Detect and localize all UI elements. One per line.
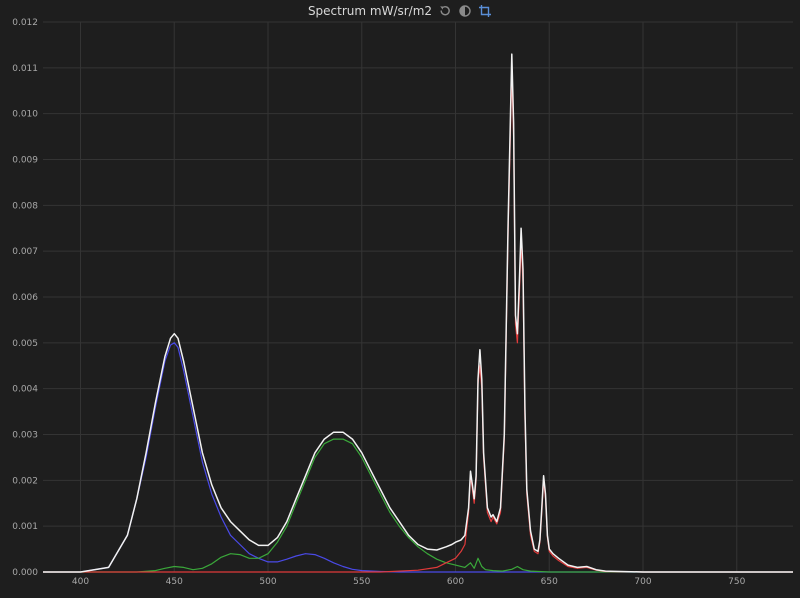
y-tick-label: 0.008 (12, 201, 38, 211)
y-tick-label: 0.009 (12, 156, 38, 166)
y-tick-label: 0.012 (12, 18, 38, 28)
y-tick-label: 0.007 (12, 247, 38, 257)
y-tick-label: 0.005 (12, 339, 38, 349)
tick-layer: 400 450 500 550 600 650 700 750 0.000 0.001 0.002 0… (12, 18, 745, 587)
red-series-line (43, 71, 793, 573)
grid-layer (43, 21, 793, 573)
y-tick-label: 0.006 (12, 293, 38, 303)
x-tick-label: 700 (634, 577, 651, 587)
total-series-line (43, 53, 793, 573)
x-tick-label: 550 (353, 577, 370, 587)
y-tick-label: 0.001 (12, 522, 38, 532)
y-tick-label: 0.002 (12, 476, 38, 486)
chart-title: Spectrum mW/sr/m2 (307, 4, 433, 18)
y-tick-label: 0.010 (12, 110, 38, 120)
x-tick-label: 400 (72, 577, 89, 587)
x-tick-label: 500 (259, 577, 276, 587)
x-tick-label: 650 (541, 577, 558, 587)
reset-icon[interactable] (438, 4, 452, 18)
chart-header: Spectrum mW/sr/m2 (0, 0, 800, 22)
crop-icon[interactable] (478, 4, 492, 18)
x-tick-label: 750 (728, 577, 745, 587)
series-layer (43, 53, 793, 573)
y-tick-label: 0.004 (12, 385, 38, 395)
x-tick-label: 450 (166, 577, 183, 587)
contrast-icon[interactable] (458, 4, 472, 18)
green-series-line (43, 438, 793, 573)
blue-series-line (43, 342, 793, 573)
y-tick-label: 0.000 (12, 568, 38, 578)
y-tick-label: 0.003 (12, 431, 38, 441)
x-tick-label: 600 (447, 577, 464, 587)
y-tick-label: 0.011 (12, 64, 38, 74)
